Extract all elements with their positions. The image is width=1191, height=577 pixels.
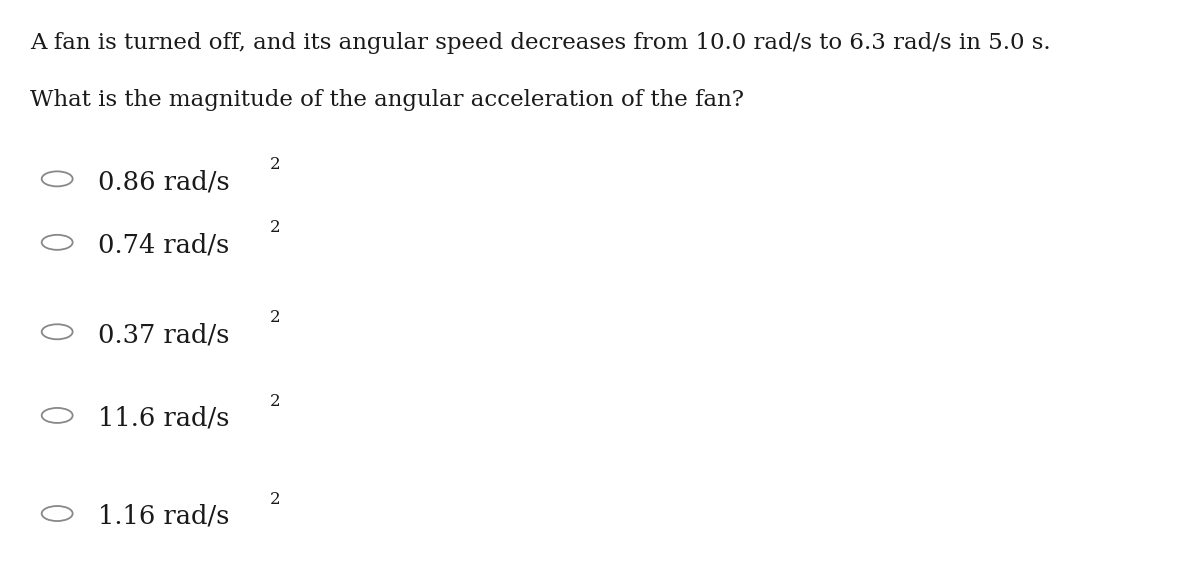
Text: 2: 2 [270, 156, 281, 173]
Text: 11.6 rad/s: 11.6 rad/s [98, 406, 229, 431]
Text: A fan is turned off, and its angular speed decreases from 10.0 rad/s to 6.3 rad/: A fan is turned off, and its angular spe… [30, 32, 1050, 54]
Text: 1.16 rad/s: 1.16 rad/s [98, 504, 229, 529]
Text: What is the magnitude of the angular acceleration of the fan?: What is the magnitude of the angular acc… [30, 89, 743, 111]
Text: 2: 2 [269, 392, 280, 410]
Text: 0.86 rad/s: 0.86 rad/s [98, 169, 230, 194]
Text: 2: 2 [269, 309, 280, 326]
Text: 0.74 rad/s: 0.74 rad/s [98, 233, 229, 258]
Text: 2: 2 [269, 490, 280, 508]
Text: 0.37 rad/s: 0.37 rad/s [98, 322, 229, 347]
Text: 2: 2 [269, 219, 280, 237]
